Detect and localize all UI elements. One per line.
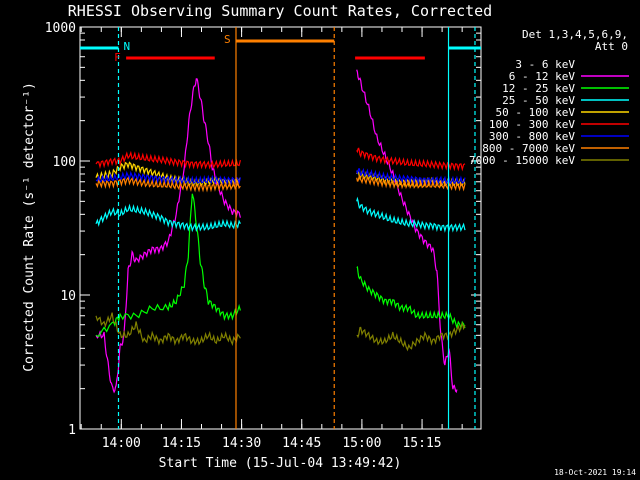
series-line [356,147,466,172]
series-line [95,312,241,347]
series-line [356,196,466,233]
legend-header-1: Det 1,3,4,5,6,9, [522,28,628,41]
series-line [356,174,466,192]
legend-label: 3 - 6 keV [515,58,575,71]
x-axis-label: Start Time (15-Jul-04 13:49:42) [159,456,402,471]
saa-marker-label: S [224,33,231,46]
series-line [356,321,466,352]
legend-label: 7000 - 15000 keV [469,154,575,167]
chart-title: RHESSI Observing Summary Count Rates, Co… [68,2,492,20]
legend-label: 300 - 800 keV [489,130,575,143]
x-tick-label: 14:30 [222,436,261,451]
plot-axes: 1 10 100 1000 14:00 14:15 14:30 14:45 15:00 15:15 [45,21,482,451]
legend-label: 50 - 100 keV [496,106,576,119]
legend-label: 800 - 7000 keV [482,142,575,155]
series-line [95,176,241,193]
series-line [95,193,241,338]
series-line [356,83,438,386]
plot-frame [79,26,482,430]
series-line [95,203,241,233]
y-tick-label: 10 [60,289,76,304]
series-line [119,104,243,389]
y-tick-label: 100 [53,155,76,170]
legend-label: 25 - 50 keV [502,94,575,107]
y-axis-label: Corrected Count Rate (s⁻¹ detector⁻¹) [22,82,37,372]
series-line [356,69,458,394]
flare-marker-label: F [114,51,121,64]
x-tick-label: 14:15 [162,436,201,451]
night-marker-label: N [123,40,130,53]
legend-label: 12 - 25 keV [502,82,575,95]
series-line [356,266,466,331]
series-line [95,170,241,186]
y-tick-label: 1000 [45,21,76,36]
x-tick-label: 15:15 [402,436,441,451]
x-tick-label: 14:45 [282,436,321,451]
x-tick-label: 14:00 [102,436,141,451]
x-tick-label: 15:00 [342,436,381,451]
marker-layer: NF S [80,27,481,429]
series-line [356,167,466,186]
series-line [95,150,241,170]
legend-header-2: Att 0 [595,40,628,53]
timestamp: 18-Oct-2021 19:14 [554,468,636,477]
legend-label: 6 - 12 keV [509,70,576,83]
y-tick-label: 1 [68,423,76,438]
series-line [95,78,241,394]
legend-label: 100 - 300 keV [489,118,575,131]
series-layer [95,69,466,394]
